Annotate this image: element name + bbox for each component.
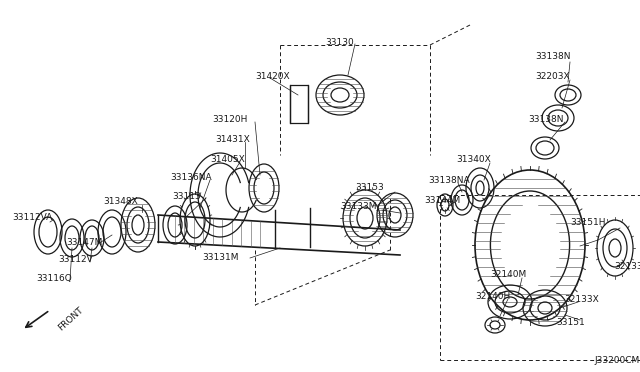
Text: 32133X: 32133X [564, 295, 599, 304]
Text: 33138NA: 33138NA [428, 176, 470, 185]
Text: 33116Q: 33116Q [36, 274, 72, 283]
Text: 32140M: 32140M [490, 270, 526, 279]
Text: 33151H: 33151H [570, 218, 605, 227]
Text: FRONT: FRONT [56, 305, 84, 333]
Text: 33130: 33130 [326, 38, 355, 47]
Text: 33153: 33153 [355, 183, 384, 192]
Text: 32140H: 32140H [475, 292, 510, 301]
Text: 32203X: 32203X [535, 72, 570, 81]
Text: 33138N: 33138N [535, 52, 570, 61]
Text: 32133X: 32133X [614, 262, 640, 271]
Text: 31340X: 31340X [456, 155, 491, 164]
Text: 33113: 33113 [172, 192, 201, 201]
Text: 33147M: 33147M [66, 238, 102, 247]
Text: 33151: 33151 [556, 318, 585, 327]
Text: 33112VA: 33112VA [12, 213, 52, 222]
Text: 33120H: 33120H [212, 115, 248, 124]
Text: 31405X: 31405X [210, 155, 244, 164]
Text: 33112V: 33112V [58, 255, 93, 264]
Text: 33136NA: 33136NA [170, 173, 212, 182]
Text: 31431X: 31431X [215, 135, 250, 144]
Text: 33131M: 33131M [202, 253, 239, 262]
Text: J33200CM: J33200CM [594, 356, 639, 365]
Text: 33133M: 33133M [340, 202, 376, 211]
Text: 31348X: 31348X [103, 197, 138, 206]
Text: 33144M: 33144M [424, 196, 460, 205]
Bar [290, 85, 308, 123]
Text: 31420X: 31420X [255, 72, 290, 81]
Text: 33138N: 33138N [528, 115, 563, 124]
